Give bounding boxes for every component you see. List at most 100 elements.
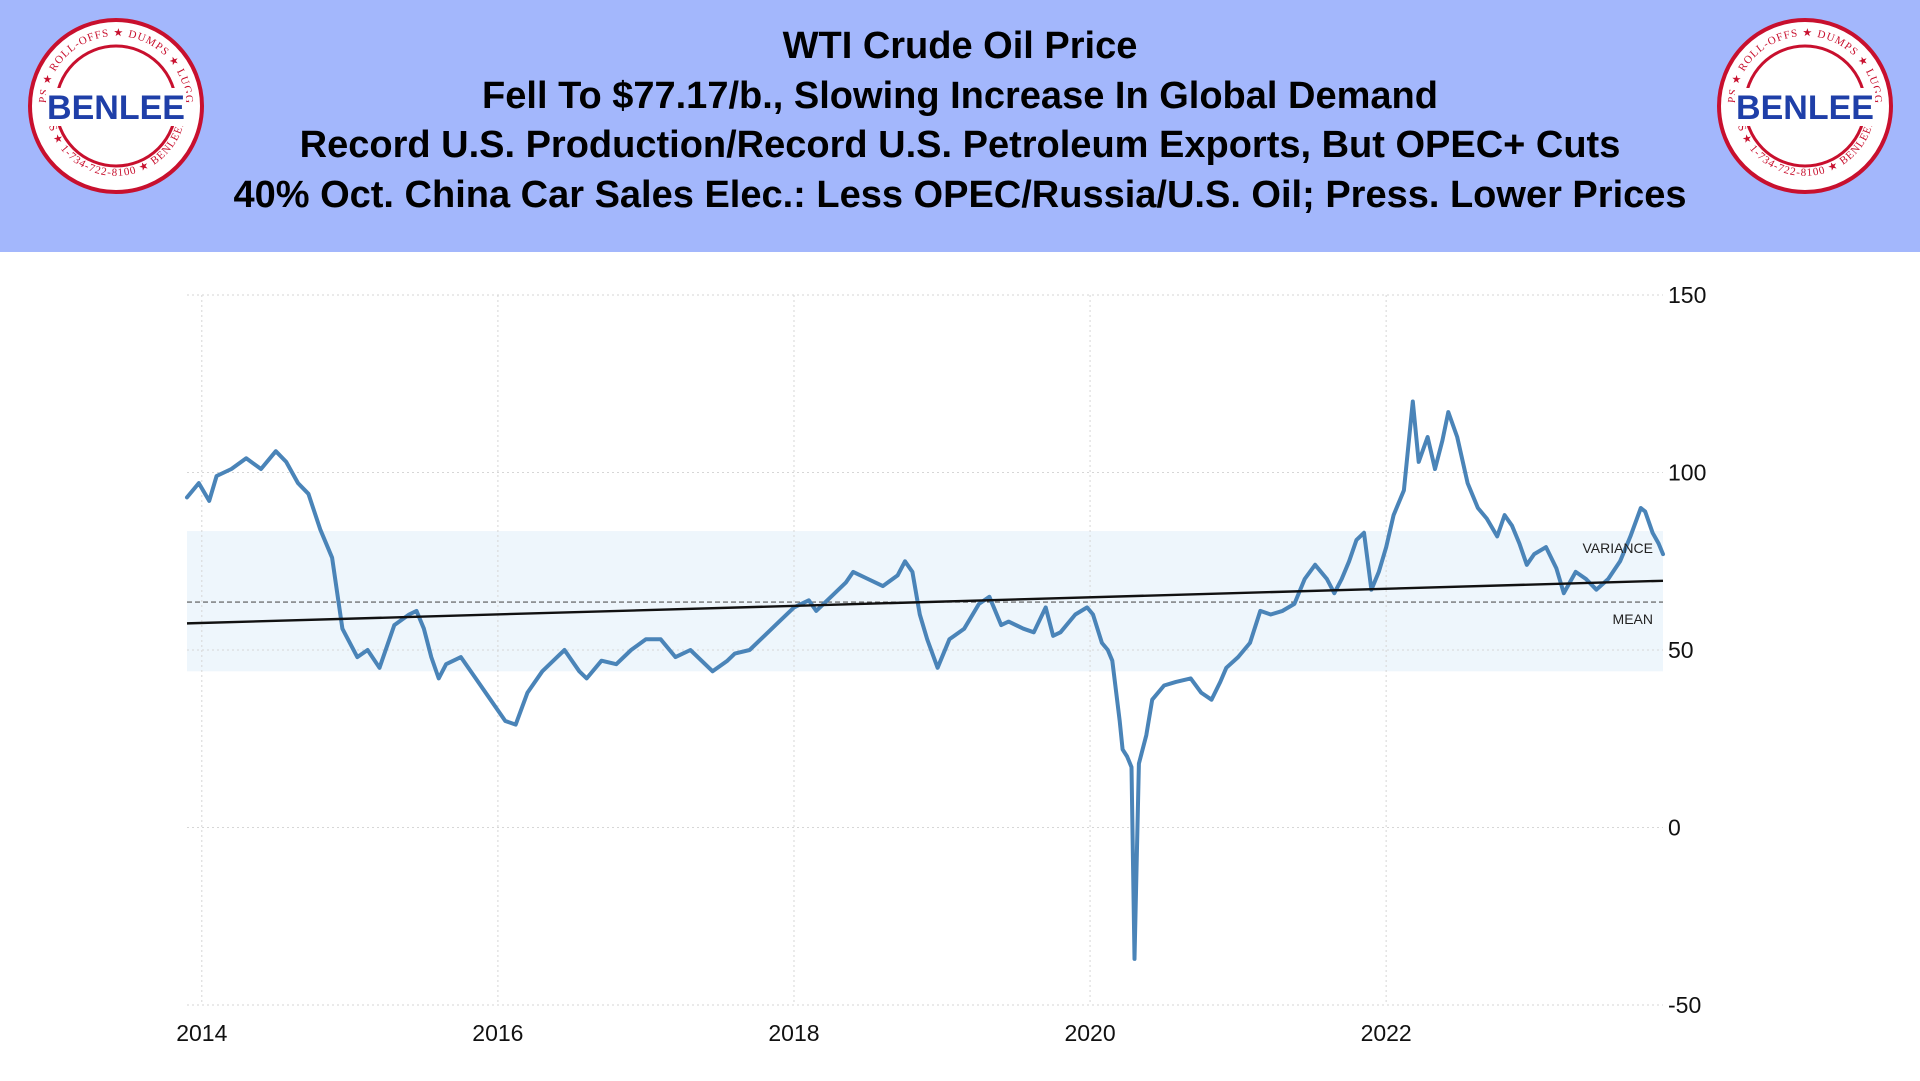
data-point	[1411, 399, 1415, 404]
data-point	[1218, 680, 1222, 684]
data-point	[673, 655, 678, 659]
data-point	[1455, 435, 1459, 439]
data-point	[1417, 460, 1421, 464]
data-point	[488, 698, 493, 702]
data-point	[1121, 747, 1125, 751]
data-point	[274, 449, 278, 453]
data-point	[710, 669, 715, 673]
title-line-4: 40% Oct. China Car Sales Elec.: Less OPE…	[233, 173, 1687, 216]
data-point	[503, 719, 507, 723]
data-point	[614, 662, 618, 666]
data-point	[851, 570, 855, 574]
data-point	[1199, 691, 1203, 695]
data-point	[1132, 957, 1137, 961]
data-point	[1594, 588, 1598, 592]
data-point	[355, 655, 359, 659]
data-point	[1332, 591, 1336, 595]
data-point	[340, 627, 345, 631]
data-point	[866, 577, 870, 581]
data-point	[987, 595, 991, 599]
mean-label: MEAN	[1613, 611, 1653, 627]
data-point	[947, 637, 952, 641]
y-tick-label: 50	[1668, 637, 1694, 663]
y-tick-label: 0	[1668, 815, 1681, 841]
data-point	[1347, 559, 1351, 563]
data-point	[414, 609, 419, 613]
data-point	[629, 648, 633, 652]
data-point	[747, 648, 752, 652]
data-point	[1661, 552, 1665, 556]
data-point	[1129, 765, 1134, 769]
data-point	[197, 481, 201, 485]
data-point	[599, 659, 604, 663]
data-point	[1618, 559, 1622, 563]
data-point	[1532, 552, 1536, 556]
title-line-1: WTI Crude Oil Price	[782, 25, 1138, 67]
data-point	[1073, 612, 1077, 617]
data-point	[1544, 545, 1548, 549]
data-point	[962, 627, 966, 631]
data-point	[555, 655, 559, 659]
data-point	[444, 662, 448, 666]
data-point	[918, 612, 922, 617]
title-line-3: Record U.S. Production/Record U.S. Petro…	[299, 124, 1621, 166]
data-point	[1236, 655, 1240, 659]
data-point	[903, 559, 907, 563]
data-point	[1100, 641, 1104, 645]
data-point	[829, 595, 833, 599]
data-point	[1144, 733, 1148, 737]
data-point	[1554, 566, 1559, 570]
y-tick-label: 100	[1668, 460, 1706, 486]
data-point	[1162, 683, 1166, 688]
benlee-logo-right[interactable]: TARPS ★ ROLL-OFFS ★ DUMPS ★ LUGGERS PART…	[1715, 16, 1895, 196]
x-tick-label: 2018	[768, 1020, 819, 1046]
data-point	[207, 499, 211, 503]
data-point	[318, 527, 322, 531]
data-point	[1150, 698, 1154, 702]
data-point	[1476, 506, 1480, 510]
data-point	[881, 584, 885, 588]
data-point	[977, 602, 981, 606]
data-point	[577, 669, 581, 673]
data-point	[1248, 641, 1252, 645]
data-point	[688, 648, 692, 652]
data-point	[1426, 435, 1430, 439]
data-point	[896, 573, 900, 578]
data-point	[459, 655, 463, 659]
data-point	[392, 623, 396, 627]
data-point	[1258, 609, 1262, 613]
trend-line	[186, 579, 1664, 625]
data-point	[925, 637, 929, 641]
data-point	[644, 637, 648, 641]
data-point	[1606, 577, 1610, 581]
data-point	[1510, 524, 1514, 528]
data-point	[1044, 605, 1048, 609]
data-point	[1032, 630, 1036, 634]
series-line-0	[185, 399, 1665, 961]
data-point	[585, 676, 589, 680]
data-point	[1340, 577, 1344, 581]
data-point	[659, 637, 663, 641]
data-point	[1118, 719, 1122, 723]
data-point	[1517, 541, 1521, 546]
benlee-logo-left[interactable]: TARPS ★ ROLL-OFFS ★ DUMPS ★ LUGGERS PART…	[26, 16, 206, 196]
data-point	[1446, 410, 1450, 414]
data-point	[1362, 531, 1366, 535]
data-point	[935, 666, 940, 670]
data-point	[777, 620, 781, 624]
data-point	[1465, 481, 1470, 485]
data-point	[514, 722, 518, 727]
data-point	[366, 648, 370, 652]
data-point	[306, 492, 310, 496]
data-point	[1189, 676, 1193, 680]
data-point	[1091, 612, 1095, 617]
data-point	[1584, 577, 1588, 581]
data-point	[437, 676, 441, 680]
data-point	[1085, 605, 1089, 609]
data-point	[1433, 467, 1437, 471]
x-tick-label: 2014	[176, 1020, 227, 1046]
data-point	[1574, 570, 1578, 574]
title-line-2: Fell To $77.17/b., Slowing Increase In G…	[482, 74, 1438, 117]
data-point	[1313, 563, 1317, 567]
y-tick-label: 150	[1668, 282, 1706, 308]
